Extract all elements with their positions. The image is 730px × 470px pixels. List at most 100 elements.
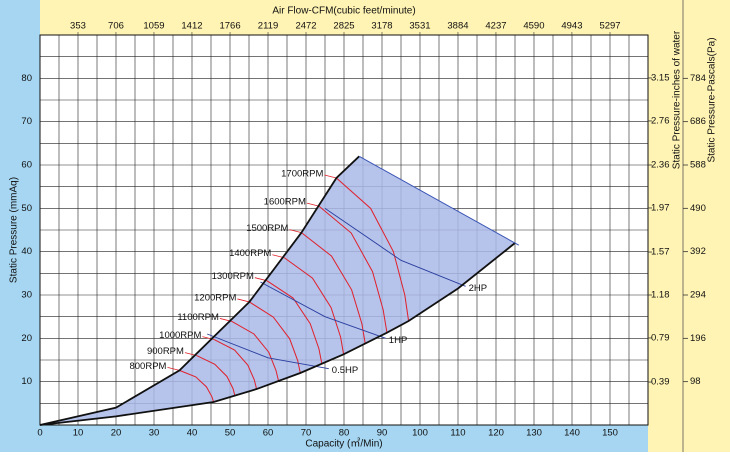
y-tick-label: 60 bbox=[21, 160, 32, 171]
x2-tick-label: 4237 bbox=[485, 21, 506, 32]
rpm-label: 1600RPM bbox=[264, 197, 306, 208]
y-tick-label: 30 bbox=[21, 290, 32, 301]
x2-tick-label: 3531 bbox=[409, 21, 430, 32]
right-band bbox=[648, 0, 730, 452]
rpm-label: 1400RPM bbox=[229, 248, 271, 259]
x-tick-label: 90 bbox=[377, 428, 388, 439]
envelope-upper bbox=[39, 155, 360, 426]
top-band bbox=[40, 0, 648, 35]
rpm-leader bbox=[167, 367, 180, 371]
bottom-band bbox=[0, 425, 648, 452]
labels: 0 10 20 30 40 50 60 70 80 90 100 110 120 130 140 150 10 2… bbox=[21, 21, 705, 439]
x-tick-label: 50 bbox=[225, 428, 236, 439]
rpm-curve bbox=[284, 257, 345, 355]
rpm-curve bbox=[318, 205, 388, 333]
x-tick-label: 60 bbox=[263, 428, 274, 439]
rpm-label: 1500RPM bbox=[246, 223, 288, 234]
y3-tick-label: 98 bbox=[690, 376, 701, 387]
y2-tick-label: 0.79 bbox=[651, 332, 670, 343]
y2-tick-label: 1.18 bbox=[651, 290, 670, 301]
y3-tick-label: 686 bbox=[690, 116, 706, 127]
y-tick-label: 40 bbox=[21, 246, 32, 257]
x2-tick-label: 4590 bbox=[523, 21, 544, 32]
hp-label: 2HP bbox=[469, 283, 487, 294]
x2-tick-label: 353 bbox=[70, 21, 86, 32]
x2-tick-label: 706 bbox=[108, 21, 124, 32]
rpm-curve bbox=[179, 369, 215, 403]
rpm-leader bbox=[306, 202, 320, 207]
x-axis-title: Capacity (㎥/Min) bbox=[305, 437, 382, 450]
y-tick-label: 20 bbox=[21, 333, 32, 344]
y-tick-label: 50 bbox=[21, 203, 32, 214]
x2-tick-label: 2472 bbox=[295, 21, 316, 32]
x-tick-label: 10 bbox=[73, 428, 84, 439]
x2-tick-label: 2119 bbox=[258, 21, 278, 32]
y-tick-label: 10 bbox=[21, 376, 32, 387]
rpm-curve bbox=[231, 320, 280, 382]
y2-tick-label: 1.97 bbox=[651, 202, 670, 213]
y2-axis-title: Static Pressure-inches of water bbox=[672, 30, 683, 169]
rpm-label: 900RPM bbox=[147, 346, 184, 357]
y2-tick-label: 2.36 bbox=[651, 160, 670, 171]
x-tick-label: 120 bbox=[488, 428, 504, 439]
rpm-label: 800RPM bbox=[129, 361, 166, 372]
rpm-curve bbox=[249, 301, 301, 374]
x-tick-label: 70 bbox=[301, 428, 312, 439]
envelope-lower bbox=[39, 242, 516, 426]
rpm-curve bbox=[336, 177, 410, 322]
x-tick-label: 110 bbox=[450, 428, 465, 439]
y2-tick-label: 1.57 bbox=[651, 247, 670, 258]
hp-label: 1HP bbox=[389, 335, 407, 346]
x2-tick-label: 5297 bbox=[599, 21, 620, 32]
x2-tick-label: 1059 bbox=[143, 21, 164, 32]
x2-tick-label: 2825 bbox=[333, 21, 354, 32]
x-tick-label: 0 bbox=[37, 428, 42, 439]
x-tick-label: 80 bbox=[339, 428, 350, 439]
x-tick-label: 30 bbox=[149, 428, 160, 439]
x2-tick-label: 4943 bbox=[561, 21, 582, 32]
y3-axis-title: Static Pressure-Pascals(Pa) bbox=[707, 37, 718, 162]
rpm-curve bbox=[266, 280, 323, 365]
x-tick-label: 40 bbox=[187, 428, 198, 439]
rpm-leader bbox=[289, 229, 302, 233]
hp-line bbox=[324, 207, 466, 287]
y2-tick-label: 2.76 bbox=[651, 115, 670, 126]
x-tick-label: 150 bbox=[602, 428, 618, 439]
rpm-leader bbox=[324, 174, 337, 179]
rpm-curve bbox=[196, 355, 236, 397]
y3-tick-label: 392 bbox=[690, 246, 706, 257]
rpm-label: 1300RPM bbox=[212, 271, 254, 282]
x2-tick-label: 3884 bbox=[447, 21, 468, 32]
rpm-label: 1100RPM bbox=[177, 312, 219, 323]
x-tick-label: 140 bbox=[564, 428, 580, 439]
x2-tick-label: 1766 bbox=[219, 21, 240, 32]
y3-tick-label: 490 bbox=[690, 203, 706, 214]
marks bbox=[39, 155, 520, 426]
x2-tick-label: 3178 bbox=[371, 21, 392, 32]
y-axis-title: Static Pressure (mmAq) bbox=[9, 177, 20, 283]
x-tick-label: 130 bbox=[526, 428, 542, 439]
x-tick-label: 100 bbox=[412, 428, 428, 439]
y3-tick-label: 196 bbox=[690, 333, 706, 344]
y-tick-label: 80 bbox=[21, 73, 32, 84]
hp-label: 0.5HP bbox=[332, 365, 358, 376]
y2-tick-label: 3.15 bbox=[651, 72, 670, 83]
rpm-label: 1700RPM bbox=[281, 169, 323, 180]
x-tick-label: 20 bbox=[111, 428, 122, 439]
y2-tick-label: 0.39 bbox=[651, 377, 670, 388]
hp-line bbox=[260, 281, 386, 339]
envelope-top-edge bbox=[358, 155, 520, 246]
x2-axis-title: Air Flow-CFM(cubic feet/minute) bbox=[272, 6, 415, 17]
rpm-curve bbox=[214, 339, 258, 390]
y-tick-label: 70 bbox=[21, 116, 32, 127]
y3-tick-label: 588 bbox=[690, 160, 706, 171]
left-band bbox=[0, 0, 40, 452]
y3-tick-label: 784 bbox=[690, 73, 706, 84]
hp-line bbox=[207, 333, 329, 370]
y3-tick-label: 294 bbox=[690, 290, 706, 301]
rpm-leader bbox=[237, 298, 250, 303]
rpm-label: 1000RPM bbox=[159, 330, 201, 341]
rpm-label: 1200RPM bbox=[194, 292, 236, 303]
x2-tick-label: 1412 bbox=[181, 21, 202, 32]
